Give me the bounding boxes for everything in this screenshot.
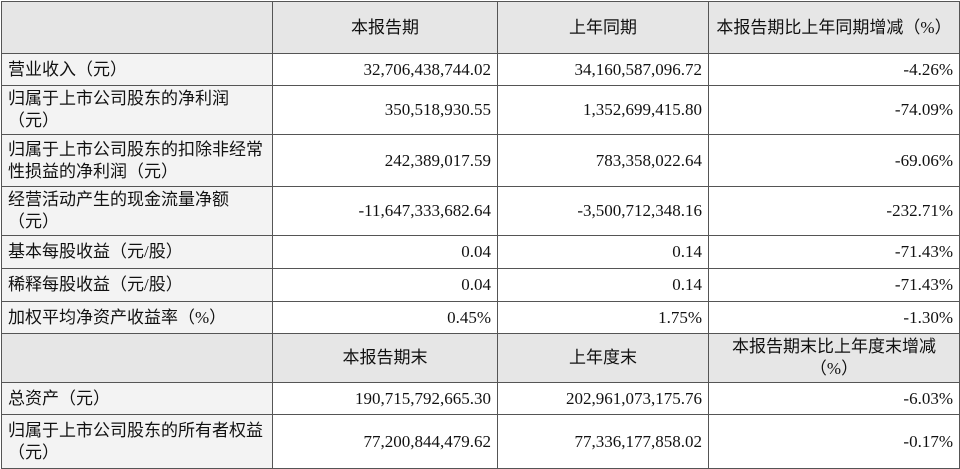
table-cell: 783,358,022.64 bbox=[497, 134, 709, 187]
table-cell bbox=[1, 1, 273, 54]
table-cell: 经营活动产生的现金流量净额（元） bbox=[1, 186, 273, 236]
data-row: 经营活动产生的现金流量净额（元） -11,647,333,682.64 -3,500… bbox=[1, 186, 960, 236]
table-cell: 本报告期末比上年度末增减（%） bbox=[708, 333, 960, 383]
table-cell bbox=[1, 333, 273, 383]
table-cell: -232.71% bbox=[708, 186, 960, 236]
table-cell: -0.17% bbox=[708, 414, 960, 469]
table-cell: 350,518,930.55 bbox=[272, 85, 498, 135]
header-row: 本报告期末 上年度末 本报告期末比上年度末增减（%） bbox=[1, 333, 960, 383]
table-cell: 1,352,699,415.80 bbox=[497, 85, 709, 135]
table-cell: 202,961,073,175.76 bbox=[497, 382, 709, 415]
table-cell: 上年度末 bbox=[497, 333, 709, 383]
data-row: 稀释每股收益（元/股） 0.04 0.14 -71.43% bbox=[1, 268, 960, 302]
table-cell: -71.43% bbox=[708, 235, 960, 269]
table-cell: 0.45% bbox=[272, 301, 498, 334]
table-cell: 上年同期 bbox=[497, 1, 709, 54]
table-cell: 总资产（元） bbox=[1, 382, 273, 415]
table-cell: 基本每股收益（元/股） bbox=[1, 235, 273, 269]
data-row: 营业收入（元） 32,706,438,744.02 34,160,587,096.7… bbox=[1, 53, 960, 86]
table-cell: -3,500,712,348.16 bbox=[497, 186, 709, 236]
data-row: 归属于上市公司股东的所有者权益（元） 77,200,844,479.62 77,33… bbox=[1, 414, 960, 469]
table-cell: -11,647,333,682.64 bbox=[272, 186, 498, 236]
header-row: 本报告期 上年同期 本报告期比上年同期增减（%） bbox=[1, 1, 960, 54]
table-cell: -4.26% bbox=[708, 53, 960, 86]
table-cell: -71.43% bbox=[708, 268, 960, 302]
table-cell: 77,336,177,858.02 bbox=[497, 414, 709, 469]
table-cell: -1.30% bbox=[708, 301, 960, 334]
table-cell: 归属于上市公司股东的扣除非经常性损益的净利润（元） bbox=[1, 134, 273, 187]
table-cell: 32,706,438,744.02 bbox=[272, 53, 498, 86]
table-cell: 稀释每股收益（元/股） bbox=[1, 268, 273, 302]
table-cell: 归属于上市公司股东的所有者权益（元） bbox=[1, 414, 273, 469]
table-cell: -74.09% bbox=[708, 85, 960, 135]
table-cell: 本报告期末 bbox=[272, 333, 498, 383]
table-cell: 77,200,844,479.62 bbox=[272, 414, 498, 469]
data-row: 归属于上市公司股东的净利润（元） 350,518,930.55 1,352,699,… bbox=[1, 85, 960, 135]
data-row: 归属于上市公司股东的扣除非经常性损益的净利润（元） 242,389,017.59 7… bbox=[1, 134, 960, 187]
table-cell: 营业收入（元） bbox=[1, 53, 273, 86]
data-row: 加权平均净资产收益率（%） 0.45% 1.75% -1.30% bbox=[1, 301, 960, 334]
table-cell: 本报告期 bbox=[272, 1, 498, 54]
table-cell: 34,160,587,096.72 bbox=[497, 53, 709, 86]
table-cell: 190,715,792,665.30 bbox=[272, 382, 498, 415]
table-cell: 0.14 bbox=[497, 235, 709, 269]
table-cell: 0.04 bbox=[272, 268, 498, 302]
table-cell: 本报告期比上年同期增减（%） bbox=[708, 1, 960, 54]
table-cell: 加权平均净资产收益率（%） bbox=[1, 301, 273, 334]
table-cell: 242,389,017.59 bbox=[272, 134, 498, 187]
data-row: 总资产（元） 190,715,792,665.30 202,961,073,175.… bbox=[1, 382, 960, 415]
table-cell: 归属于上市公司股东的净利润（元） bbox=[1, 85, 273, 135]
data-row: 基本每股收益（元/股） 0.04 0.14 -71.43% bbox=[1, 235, 960, 269]
table-cell: 0.14 bbox=[497, 268, 709, 302]
table-cell: 0.04 bbox=[272, 235, 498, 269]
table-cell: -69.06% bbox=[708, 134, 960, 187]
table-cell: 1.75% bbox=[497, 301, 709, 334]
table-cell: -6.03% bbox=[708, 382, 960, 415]
